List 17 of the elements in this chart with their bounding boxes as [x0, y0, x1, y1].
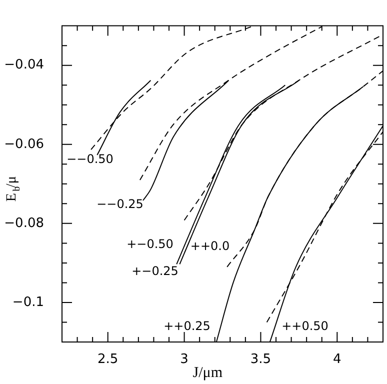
annotation: ++0.50 [282, 319, 328, 334]
y-tick-label: −0.08 [4, 216, 44, 231]
annotation: −−0.25 [96, 197, 144, 212]
annotation: +−0.50 [126, 237, 174, 252]
annotation: ++0.0 [190, 239, 230, 254]
x-tick-label: 4 [333, 352, 342, 368]
y-tick-label: −0.06 [4, 136, 44, 152]
x-tick-label: 3 [180, 352, 188, 368]
annotation: −−0.50 [66, 152, 114, 166]
y-tick-label: −0.1 [12, 294, 44, 310]
annotation: +−0.25 [132, 264, 178, 278]
y-tick-label: −0.04 [4, 58, 44, 73]
annotation: ++0.25 [164, 319, 210, 334]
x-tick-label: 3.5 [250, 352, 272, 368]
y-axis-title: Eb/μ [4, 176, 22, 202]
x-tick-label: 2.5 [98, 352, 118, 368]
x-axis-title: J/μm [192, 364, 223, 381]
